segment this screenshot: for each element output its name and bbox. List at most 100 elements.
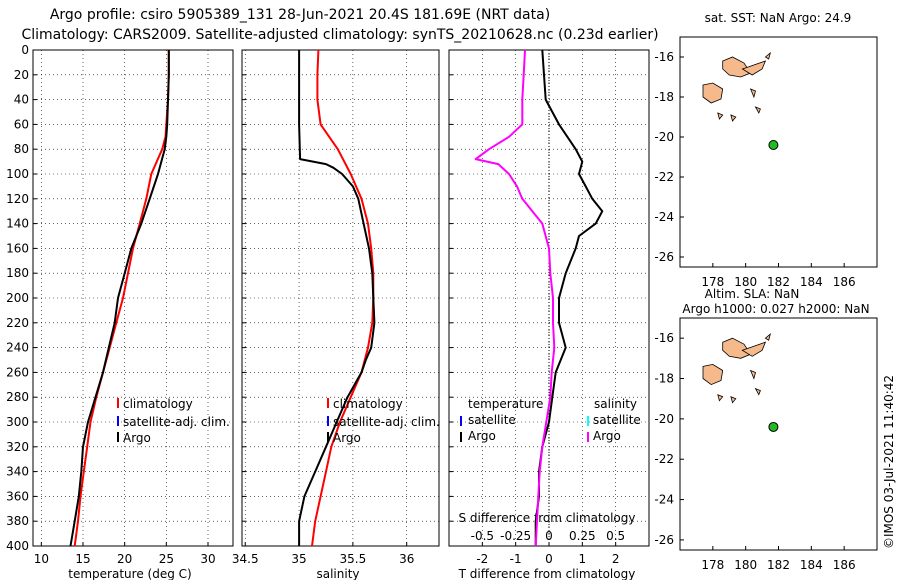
legend-swatch-satellite xyxy=(117,416,119,426)
s-difference-line xyxy=(474,49,556,547)
ytick-label: 180 xyxy=(6,266,29,280)
legend-label-t-satellite: satellite xyxy=(468,413,516,427)
figure-title-line2: Climatology: CARS2009. Satellite-adjuste… xyxy=(21,27,658,43)
salinity-xlabel: salinity xyxy=(316,567,359,580)
xtick-label: 34.5 xyxy=(232,552,259,566)
island xyxy=(749,369,756,380)
sst-map-tick-labels: 178 180 182 184 186 -16 -18 -20 -22 -24 -26 xyxy=(654,50,855,289)
map-xtick-label: 184 xyxy=(800,275,823,289)
xtick-label: 2 xyxy=(612,552,620,566)
argo-line xyxy=(298,50,376,546)
temperature-lines xyxy=(69,50,170,547)
legend-label-argo: Argo xyxy=(123,431,151,445)
ytick-label: 220 xyxy=(6,316,29,330)
ytick-label: 0 xyxy=(21,43,29,57)
xtick-label: 35 xyxy=(291,552,306,566)
legend-label-s-argo: Argo xyxy=(593,429,621,443)
sla-map-panel: Altim. SLA: NaN Argo h1000: 0.027 h2000:… xyxy=(654,287,878,572)
argo-float-marker xyxy=(768,421,779,432)
legend-swatch-satellite xyxy=(327,416,329,426)
map-xtick-label: 182 xyxy=(767,275,790,289)
ytick-label: 260 xyxy=(6,365,29,379)
ytick-label: 300 xyxy=(6,415,29,429)
map-ytick-label: -18 xyxy=(654,372,674,386)
map-xtick-label: 186 xyxy=(833,558,856,572)
s-tick-label: 0.5 xyxy=(606,529,625,543)
salinity-grid xyxy=(242,49,439,547)
map-xtick-label: 178 xyxy=(701,275,724,289)
map-xtick-label: 182 xyxy=(767,558,790,572)
ytick-label: 240 xyxy=(6,341,29,355)
xtick-label: 0 xyxy=(545,552,553,566)
map-xtick-label: 184 xyxy=(800,558,823,572)
temperature-grid xyxy=(33,49,233,547)
temperature-legend: climatology satellite-adj. clim. Argo xyxy=(117,397,230,445)
map-ytick-label: -26 xyxy=(654,533,674,547)
island xyxy=(702,363,724,386)
map-ytick-label: -20 xyxy=(654,412,674,426)
island xyxy=(722,56,752,78)
ytick-label: 20 xyxy=(14,68,29,82)
xtick-label: -2 xyxy=(476,552,488,566)
legend-swatch-t-satellite xyxy=(460,416,462,426)
island xyxy=(754,387,761,396)
xtick-label: 10 xyxy=(34,552,49,566)
ytick-label: 340 xyxy=(6,465,29,479)
figure-title-line1: Argo profile: csiro 5905389_131 28-Jun-2… xyxy=(50,7,550,23)
legend-label-climatology: climatology xyxy=(333,397,403,411)
ytick-label: 120 xyxy=(6,192,29,206)
island xyxy=(717,112,724,120)
ytick-label: 60 xyxy=(14,117,29,131)
salinity-lines xyxy=(298,49,376,547)
legend-label-climatology: climatology xyxy=(123,397,193,411)
island xyxy=(764,332,772,341)
watermark: ©IMOS 03-Jul-2021 11:40:42 xyxy=(882,375,896,549)
salinity-difference-label: S difference from climatology xyxy=(459,511,636,525)
difference-panel: -2 -1 0 1 2 -0.5 -0.25 0 0.25 0.5 T difference fr… xyxy=(448,49,650,580)
island xyxy=(741,60,767,76)
s-tick-label: -0.5 xyxy=(471,529,494,543)
xtick-label: 15 xyxy=(75,552,90,566)
ytick-label: 200 xyxy=(6,291,29,305)
argo-line xyxy=(69,50,170,547)
island xyxy=(754,106,761,114)
sla-map-title: Altim. SLA: NaN xyxy=(705,287,800,301)
legend-swatch-s-satellite xyxy=(587,416,589,426)
map-xtick-label: 180 xyxy=(734,558,757,572)
ytick-label: 320 xyxy=(6,440,29,454)
ytick-label: 400 xyxy=(6,539,29,553)
ytick-label: 80 xyxy=(14,142,29,156)
island xyxy=(764,51,772,60)
ytick-label: 160 xyxy=(6,241,29,255)
salinity-plot-frame xyxy=(241,49,440,547)
map-xtick-label: 178 xyxy=(701,558,724,572)
map-xtick-label: 186 xyxy=(833,275,856,289)
legend-swatch-argo xyxy=(117,432,119,442)
difference-tick-labels: -2 -1 0 1 2 -0.5 -0.25 0 0.25 0.5 xyxy=(471,529,626,566)
s-tick-label: 0.25 xyxy=(569,529,596,543)
map-ytick-label: -16 xyxy=(654,331,674,345)
temperature-panel: 0 20 40 60 80 100 120 140 160 180 200 220 240 260 280 3… xyxy=(6,43,234,580)
map-ytick-label: -18 xyxy=(654,90,674,104)
sst-map-title: sat. SST: NaN Argo: 24.9 xyxy=(705,11,852,25)
xtick-label: 20 xyxy=(117,552,132,566)
xtick-label: 35.5 xyxy=(340,552,367,566)
ytick-label: 280 xyxy=(6,390,29,404)
map-ytick-label: -24 xyxy=(654,210,674,224)
difference-lines xyxy=(474,49,604,547)
s-tick-label: 0 xyxy=(545,529,553,543)
legend-label-satellite: satellite-adj. clim. xyxy=(333,415,440,429)
sla-map-frame xyxy=(679,317,878,551)
difference-legend: temperature satellite Argo salinity sate… xyxy=(460,397,641,443)
sst-map-panel: sat. SST: NaN Argo: 24.9 178 180 182 184 186… xyxy=(654,11,878,289)
legend-swatch-s-argo xyxy=(587,432,589,442)
ytick-label: 380 xyxy=(6,514,29,528)
map-xtick-label: 180 xyxy=(734,275,757,289)
island xyxy=(717,394,724,402)
sla-map-points xyxy=(768,421,779,432)
island xyxy=(730,114,737,122)
legend-label-argo: Argo xyxy=(333,431,361,445)
island xyxy=(741,341,767,357)
legend-swatch-argo xyxy=(327,432,329,442)
